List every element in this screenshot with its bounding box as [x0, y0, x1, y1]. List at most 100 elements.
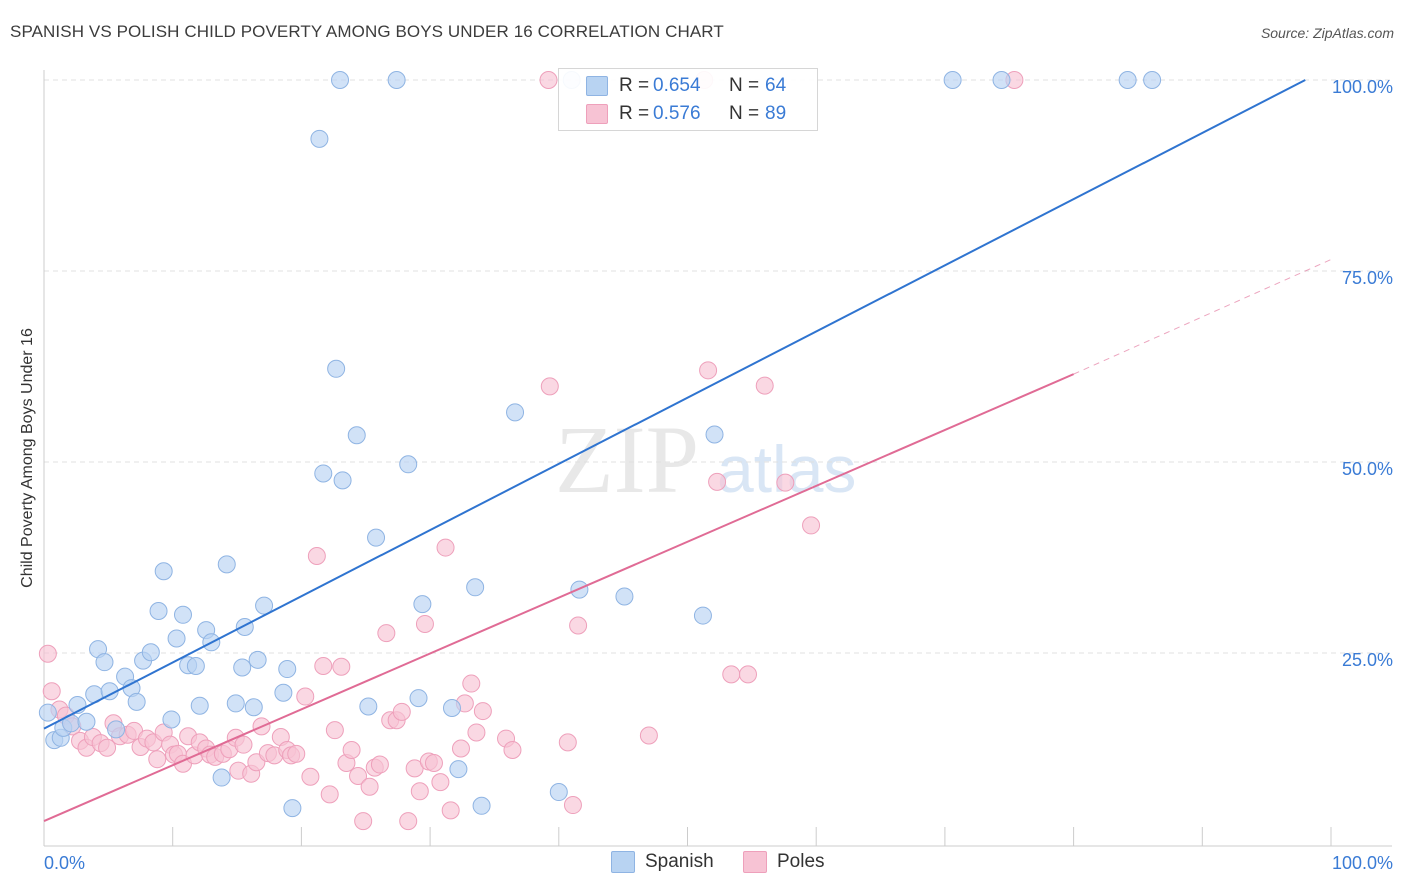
spanish-n-value: 64: [765, 75, 787, 96]
source-label: Source: ZipAtlas.com: [1260, 25, 1394, 41]
spanish-point: [992, 71, 1011, 89]
spanish-point: [409, 689, 428, 708]
poles-swatch: [743, 851, 767, 873]
spanish-point: [274, 683, 293, 702]
y-tick-label: 50.0%: [1342, 459, 1393, 479]
r-label: R =: [619, 103, 650, 124]
spanish-point: [244, 698, 263, 717]
x-tick-label: 0.0%: [44, 853, 85, 873]
chart-title: SPANISH VS POLISH CHILD POVERTY AMONG BO…: [10, 22, 724, 41]
poles-point: [708, 472, 727, 491]
spanish-r-value: 0.654: [653, 75, 701, 96]
spanish-point: [399, 455, 418, 474]
poles-point: [431, 773, 450, 792]
spanish-point: [442, 699, 461, 718]
poles-point: [370, 755, 389, 774]
spanish-point: [95, 653, 114, 672]
spanish-point: [466, 578, 485, 597]
spanish-point: [235, 618, 254, 637]
spanish-point: [173, 605, 192, 624]
poles-point: [451, 739, 470, 758]
n-label: N =: [729, 103, 760, 124]
spanish-point: [226, 694, 245, 713]
y-tick-label: 75.0%: [1342, 268, 1393, 288]
spanish-point: [233, 658, 252, 677]
spanish-point: [154, 562, 173, 581]
poles-point: [38, 644, 57, 663]
r-label: R =: [619, 75, 650, 96]
poles-point: [473, 702, 492, 721]
poles-n-value: 89: [765, 103, 787, 124]
spanish-point: [472, 796, 491, 815]
legend-label-poles: Poles: [777, 851, 825, 872]
poles-point: [539, 71, 558, 89]
spanish-point: [278, 660, 297, 679]
spanish-point: [141, 643, 160, 662]
poles-point: [558, 733, 577, 752]
spanish-point: [217, 555, 236, 574]
poles-point: [325, 721, 344, 740]
poles-point: [349, 767, 368, 786]
poles-point: [467, 723, 486, 742]
legend-label-spanish: Spanish: [645, 851, 714, 872]
n-label: N =: [729, 75, 760, 96]
spanish-point: [506, 403, 525, 422]
spanish-point: [310, 129, 329, 148]
poles-point: [332, 657, 351, 676]
poles-point: [639, 726, 658, 745]
poles-point: [148, 750, 167, 769]
spanish-point: [327, 359, 346, 378]
poles-point: [354, 812, 373, 831]
spanish-point: [283, 799, 302, 818]
poles-point: [415, 614, 434, 633]
x-tick-label: 100.0%: [1332, 853, 1393, 873]
poles-point: [776, 473, 795, 492]
poles-swatch: [586, 104, 608, 124]
spanish-point: [387, 71, 406, 89]
spanish-point: [333, 471, 352, 490]
spanish-point: [331, 71, 350, 89]
legend-item-poles[interactable]: Poles: [743, 851, 825, 873]
poles-point: [287, 744, 306, 763]
spanish-point: [449, 760, 468, 779]
correlation-legend: R = 0.654 N = 64 R = 0.576 N = 89: [558, 68, 818, 131]
spanish-swatch: [611, 851, 635, 873]
poles-points: [38, 71, 1024, 831]
trend-lines: [43, 79, 1332, 822]
poles-point: [755, 376, 774, 395]
spanish-trend-line: [43, 79, 1306, 730]
poles-point: [399, 812, 418, 831]
spanish-point: [167, 629, 186, 648]
spanish-point: [705, 425, 724, 444]
poles-point: [307, 546, 326, 565]
poles-r-value: 0.576: [653, 103, 701, 124]
poles-point: [301, 767, 320, 786]
poles-point: [320, 785, 339, 804]
y-axis-label: Child Poverty Among Boys Under 16: [19, 328, 36, 588]
poles-point: [569, 616, 588, 635]
spanish-point: [693, 606, 712, 625]
spanish-point: [413, 595, 432, 614]
spanish-point: [549, 783, 568, 802]
spanish-point: [255, 596, 274, 615]
poles-point: [98, 738, 117, 757]
legend-item-spanish[interactable]: Spanish: [611, 851, 714, 873]
poles-point: [802, 516, 821, 535]
y-tick-label: 100.0%: [1332, 77, 1393, 97]
spanish-point: [190, 696, 209, 715]
spanish-point: [127, 692, 146, 711]
watermark-atlas: atlas: [717, 432, 856, 506]
poles-point: [503, 741, 522, 760]
poles-point: [540, 377, 559, 396]
y-tick-label: 25.0%: [1342, 650, 1393, 670]
spanish-point: [149, 601, 168, 620]
spanish-point: [38, 703, 57, 722]
poles-point: [392, 702, 411, 721]
spanish-point: [77, 712, 96, 731]
spanish-point: [162, 710, 181, 729]
poles-trend-line: [43, 373, 1074, 822]
poles-point: [410, 782, 429, 801]
spanish-point: [248, 650, 267, 669]
spanish-point: [1143, 71, 1162, 89]
